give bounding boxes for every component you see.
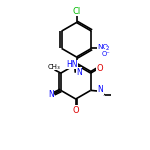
Text: HN: HN (67, 60, 78, 69)
Text: NO: NO (98, 44, 109, 50)
Text: N: N (48, 90, 54, 99)
Text: N: N (97, 85, 103, 94)
Text: Cl: Cl (72, 7, 81, 16)
Text: CH₃: CH₃ (48, 64, 60, 70)
Text: O: O (72, 106, 79, 115)
Text: O⁻: O⁻ (102, 51, 111, 57)
Text: N: N (76, 68, 82, 77)
Text: O: O (96, 64, 103, 73)
Text: 2: 2 (105, 46, 109, 51)
